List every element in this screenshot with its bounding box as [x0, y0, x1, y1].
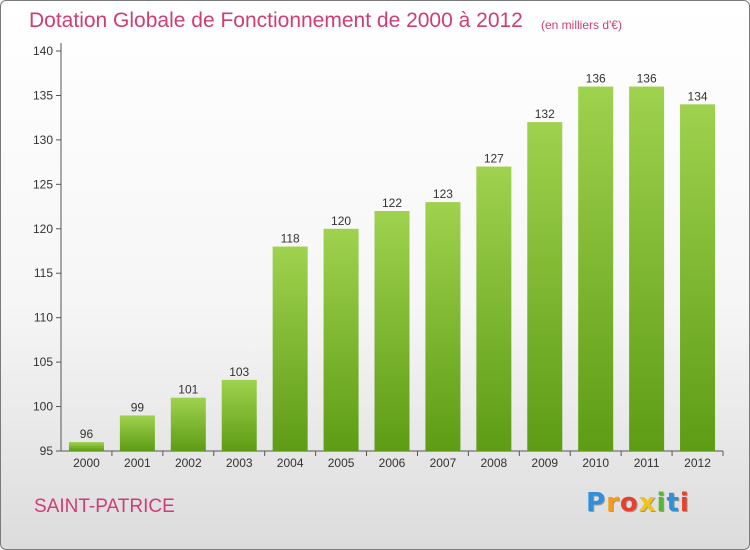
- x-tick-label: 2010: [582, 456, 609, 470]
- brand-letter: r: [606, 488, 620, 518]
- bar: [425, 202, 461, 451]
- bar-value-label: 99: [131, 400, 145, 414]
- bar-value-label: 118: [281, 232, 300, 246]
- bar-value-label: 123: [433, 187, 453, 201]
- brand-letter: P: [586, 488, 607, 518]
- bar-value-label: 96: [80, 427, 94, 441]
- bar-value-label: 134: [688, 89, 708, 103]
- x-tick-label: 2003: [226, 456, 253, 470]
- brand-logo: Proxiti: [586, 488, 690, 518]
- bar: [680, 104, 716, 451]
- bar-value-label: 101: [178, 383, 198, 397]
- brand-letter: i: [679, 488, 690, 518]
- brand-letter: o: [619, 488, 639, 518]
- chart-unit: (en milliers d'€): [541, 18, 622, 32]
- x-tick-label: 2004: [277, 456, 304, 470]
- bar-value-label: 120: [331, 214, 351, 228]
- x-tick-label: 2012: [684, 456, 711, 470]
- y-tick-label: 95: [40, 444, 54, 458]
- bar: [323, 228, 359, 451]
- x-tick-label: 2007: [430, 456, 457, 470]
- y-tick-label: 125: [33, 177, 53, 191]
- x-axis: 2000 2001 2002 2003 2004 2005 2006 2007 2008 2009…: [61, 450, 724, 470]
- x-tick-label: 2000: [73, 456, 100, 470]
- y-tick-label: 115: [34, 266, 53, 280]
- y-tick-label: 120: [33, 222, 53, 236]
- bar-value-label: 136: [637, 72, 657, 86]
- bar-value-label: 136: [586, 72, 606, 86]
- brand-letter: x: [638, 488, 657, 518]
- bar: [272, 246, 308, 451]
- commune-name: SAINT-PATRICE: [34, 496, 175, 517]
- bar-value-label: 122: [382, 196, 402, 210]
- bar: [629, 86, 665, 452]
- bars: [68, 86, 716, 452]
- y-tick-label: 140: [33, 44, 53, 58]
- bar: [476, 166, 512, 452]
- bar: [578, 86, 614, 452]
- y-tick-label: 105: [33, 355, 53, 369]
- y-tick-label: 130: [33, 133, 53, 147]
- chart-title: Dotation Globale de Fonctionnement de 20…: [29, 9, 523, 32]
- bar-value-labels: 96 99 101 103 118 120 122 123 127 132 136 136 134: [80, 72, 708, 442]
- bar: [170, 397, 206, 451]
- bar-value-label: 132: [535, 107, 555, 121]
- bar-value-label: 103: [229, 365, 249, 379]
- y-tick-label: 100: [33, 400, 53, 414]
- x-tick-label: 2008: [480, 456, 507, 470]
- x-tick-label: 2009: [531, 456, 558, 470]
- bar: [527, 122, 563, 451]
- y-tick-label: 135: [33, 88, 53, 102]
- x-tick-label: 2006: [379, 456, 406, 470]
- bar: [119, 415, 155, 451]
- brand-letter: i: [656, 488, 667, 518]
- bar: [374, 211, 410, 451]
- y-tick-label: 110: [34, 311, 53, 325]
- bar: [221, 379, 257, 451]
- bar: [68, 442, 104, 451]
- bar-value-label: 127: [484, 152, 504, 166]
- brand-letter: t: [666, 488, 680, 518]
- y-axis: 95 100 105 110 115 120 125 130 135 140: [33, 43, 62, 458]
- x-tick-label: 2002: [175, 456, 202, 470]
- x-tick-label: 2011: [634, 456, 660, 470]
- x-tick-label: 2005: [328, 456, 355, 470]
- x-tick-label: 2001: [124, 456, 151, 470]
